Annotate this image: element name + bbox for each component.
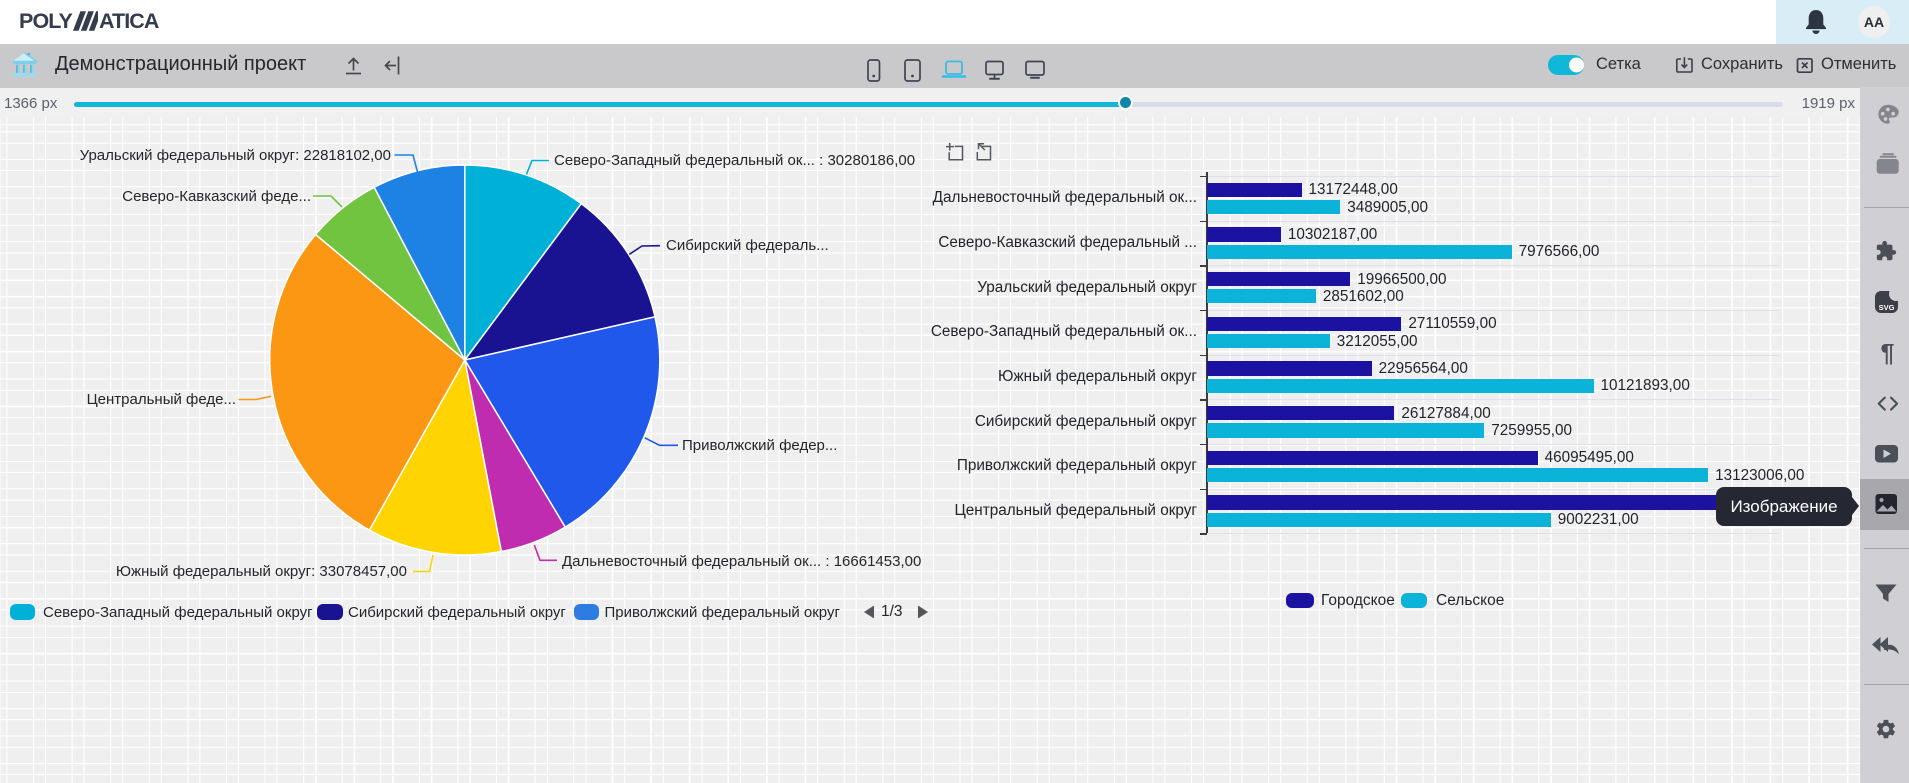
svg-text:¶: ¶ <box>1881 340 1895 368</box>
svg-text:SVG: SVG <box>1879 303 1895 312</box>
